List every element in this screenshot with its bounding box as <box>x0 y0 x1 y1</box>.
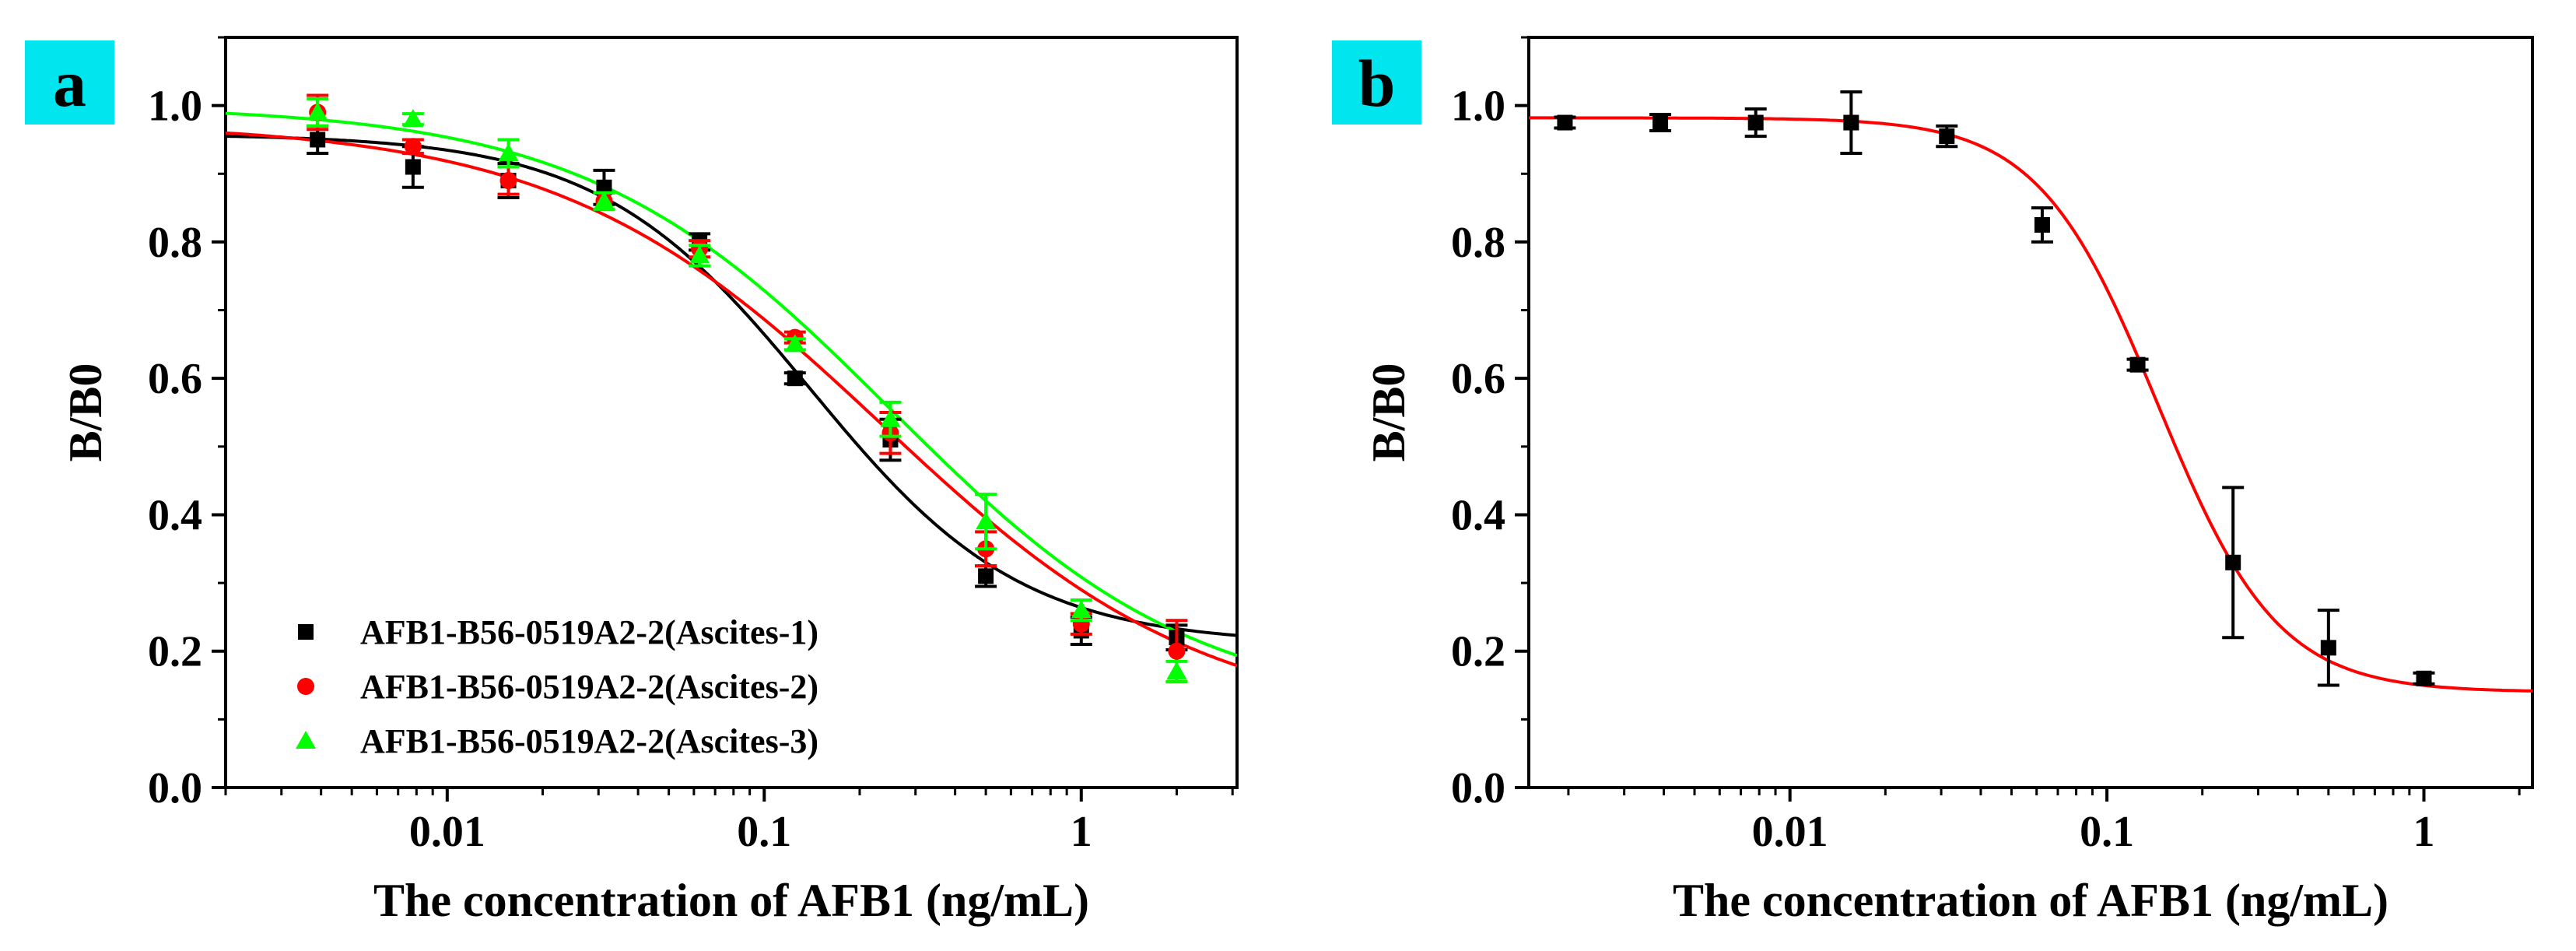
plot-frame <box>224 36 1239 789</box>
data-point <box>2034 217 2050 233</box>
data-point <box>1557 114 1573 131</box>
data-point <box>2416 670 2432 686</box>
y-tick-label: 0.0 <box>148 764 202 812</box>
data-point <box>596 179 612 195</box>
data-point <box>1168 642 1186 660</box>
data-point <box>1652 114 1669 131</box>
x-axis-title: The concentration of AFB1 (ng/mL) <box>1673 875 2388 926</box>
data-point <box>787 370 803 387</box>
legend-marker <box>298 624 314 640</box>
y-axis-title: B/B0 <box>1363 363 1414 462</box>
y-tick-label: 1.0 <box>148 82 202 131</box>
data-point <box>402 109 423 128</box>
legend: AFB1-B56-0519A2-2(Ascites-1) AFB1-B56-051… <box>296 613 818 760</box>
y-tick-label: 0.8 <box>148 219 202 267</box>
data-point <box>2129 356 2146 373</box>
legend-label: AFB1-B56-0519A2-2(Ascites-1) <box>360 613 818 651</box>
data-point <box>1071 600 1092 619</box>
panel-letter: b <box>1358 46 1396 121</box>
panel-badge <box>1332 40 1421 125</box>
data-point <box>405 159 421 175</box>
data-point <box>880 409 901 427</box>
fit-curve <box>226 111 1237 658</box>
plot-area <box>226 93 1237 684</box>
panel-badge <box>25 40 114 125</box>
y-tick-label: 0.6 <box>1451 355 1505 403</box>
panel-b: b 0.0 0.2 0.4 0.6 0.8 1.0 0.01 0.1 1 The concentra… <box>1332 36 2534 926</box>
x-tick-label: 0.01 <box>409 808 485 856</box>
y-tick-label: 0.8 <box>1451 219 1505 267</box>
y-tick-label: 0.2 <box>1451 628 1505 676</box>
y-tick-label: 1.0 <box>1451 82 1505 131</box>
data-point <box>499 172 517 190</box>
data-point <box>307 102 328 121</box>
panel-letter: a <box>53 46 86 121</box>
x-tick-label: 1 <box>1071 808 1092 856</box>
y-tick-label: 0.4 <box>148 491 202 539</box>
x-tick-label: 0.1 <box>2080 808 2134 856</box>
data-point <box>1166 661 1187 680</box>
x-axis-title: The concentration of AFB1 (ng/mL) <box>373 875 1089 926</box>
data-point <box>404 138 422 156</box>
plot-area <box>1529 90 2532 693</box>
data-point <box>784 334 805 353</box>
y-tick-label: 0.6 <box>148 355 202 403</box>
data-point <box>498 142 519 161</box>
data-point <box>2320 640 2336 656</box>
fit-curve <box>226 131 1237 668</box>
data-point <box>594 191 615 209</box>
legend-marker <box>296 731 316 749</box>
y-tick-label: 0.4 <box>1451 491 1505 539</box>
data-point <box>1843 114 1859 131</box>
x-tick-label: 0.01 <box>1752 808 1828 856</box>
x-tick-label: 1 <box>2413 808 2434 856</box>
fit-curve <box>226 135 1237 637</box>
data-point <box>1939 128 1955 145</box>
fit-curve <box>1529 116 2532 693</box>
data-point <box>310 132 326 148</box>
legend-label: AFB1-B56-0519A2-2(Ascites-3) <box>360 722 818 760</box>
legend-marker <box>297 678 314 695</box>
legend-label: AFB1-B56-0519A2-2(Ascites-2) <box>360 668 818 706</box>
y-axis-title: B/B0 <box>60 363 111 462</box>
y-tick-label: 0.0 <box>1451 764 1505 812</box>
x-tick-label: 0.1 <box>737 808 791 856</box>
data-point <box>976 511 997 530</box>
plot-frame <box>1527 36 2534 789</box>
data-point <box>689 245 710 264</box>
panel-a: a 0.0 0.2 0.4 0.6 0.8 1.0 0.01 0.1 1 The concentra… <box>25 36 1239 926</box>
y-tick-label: 0.2 <box>148 628 202 676</box>
data-point <box>2225 554 2241 570</box>
data-point <box>1747 114 1764 131</box>
data-point <box>978 568 994 584</box>
